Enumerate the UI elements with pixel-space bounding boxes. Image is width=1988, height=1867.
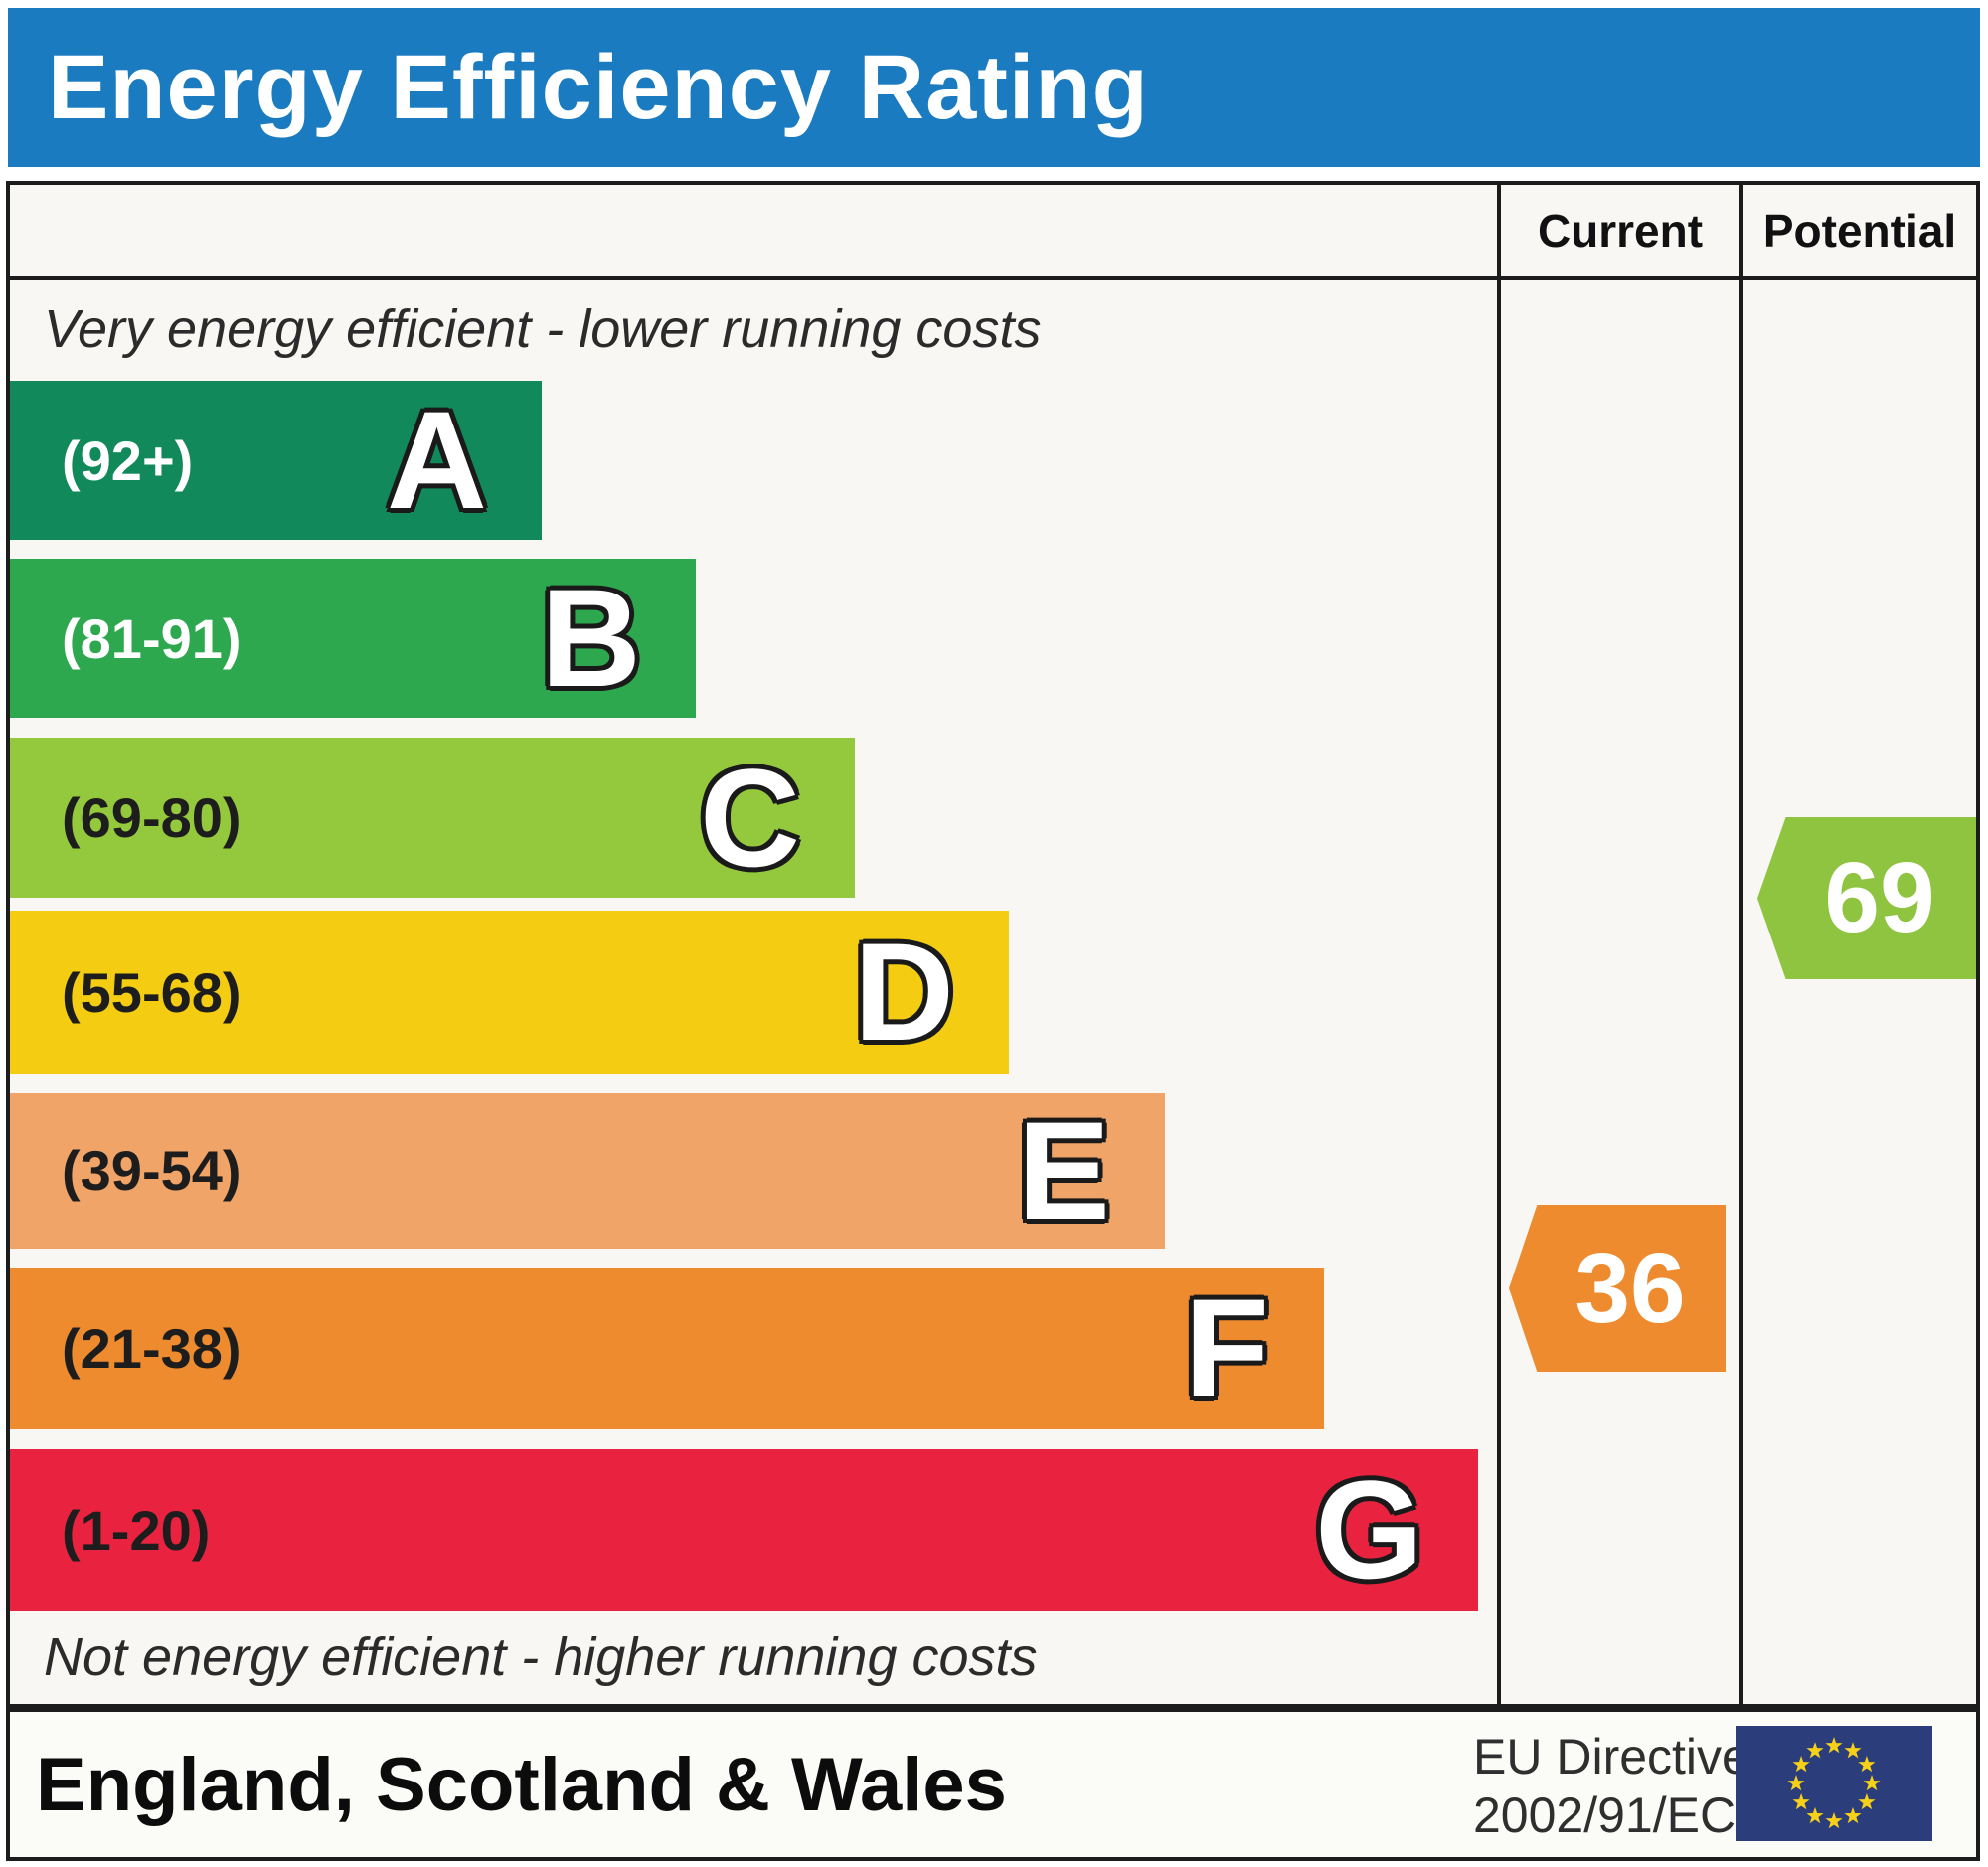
current-column-divider (1497, 181, 1501, 1708)
region-label: England, Scotland & Wales (36, 1742, 1007, 1827)
potential-column-divider (1740, 181, 1743, 1708)
band-d-range-label: (55-68) (62, 960, 242, 1024)
band-b-range-label: (81-91) (62, 606, 242, 670)
band-e-range-label: (39-54) (62, 1139, 242, 1202)
footer-bar: England, Scotland & Wales EU Directive 2… (6, 1708, 1980, 1861)
current-column-header: Current (1537, 205, 1704, 256)
header-row-divider (6, 276, 1980, 280)
eu-directive-label: EU Directive 2002/91/EC (1473, 1728, 1749, 1845)
header-bar: Energy Efficiency Rating (8, 8, 1980, 167)
band-e-bar: (39-54) E (10, 1093, 1165, 1249)
band-d-letter: D (853, 914, 954, 1070)
band-c-bar: (69-80) C (10, 738, 855, 898)
band-a-letter: A (386, 382, 487, 538)
band-f-range-label: (21-38) (62, 1316, 242, 1380)
band-c-range-label: (69-80) (62, 786, 242, 849)
eu-directive-line2: 2002/91/EC (1473, 1787, 1737, 1843)
potential-column-header: Potential (1762, 205, 1957, 256)
page-title: Energy Efficiency Rating (48, 36, 1149, 138)
current-rating-value: 36 (1574, 1232, 1686, 1344)
band-g-bar: (1-20) G (10, 1449, 1478, 1611)
band-b-bar: (81-91) B (10, 559, 696, 718)
current-rating-badge: 36 (1509, 1205, 1726, 1372)
band-c-letter: C (699, 739, 800, 896)
band-f-letter: F (1184, 1270, 1269, 1426)
band-e-letter: E (1017, 1092, 1110, 1249)
band-b-letter: B (540, 560, 641, 716)
band-a-range-label: (92+) (62, 428, 194, 492)
bottom-caption: Not energy efficient - higher running co… (44, 1627, 1038, 1687)
eu-flag-icon (1736, 1726, 1932, 1841)
band-g-range-label: (1-20) (62, 1498, 211, 1562)
band-g-letter: G (1315, 1451, 1423, 1608)
eu-directive-line1: EU Directive (1473, 1729, 1749, 1784)
potential-rating-value: 69 (1824, 842, 1935, 953)
band-a-bar: (92+) A (10, 381, 542, 540)
top-caption: Very energy efficient - lower running co… (44, 299, 1042, 359)
band-d-bar: (55-68) D (10, 911, 1009, 1074)
band-f-bar: (21-38) F (10, 1268, 1324, 1429)
potential-rating-badge: 69 (1757, 817, 1976, 979)
